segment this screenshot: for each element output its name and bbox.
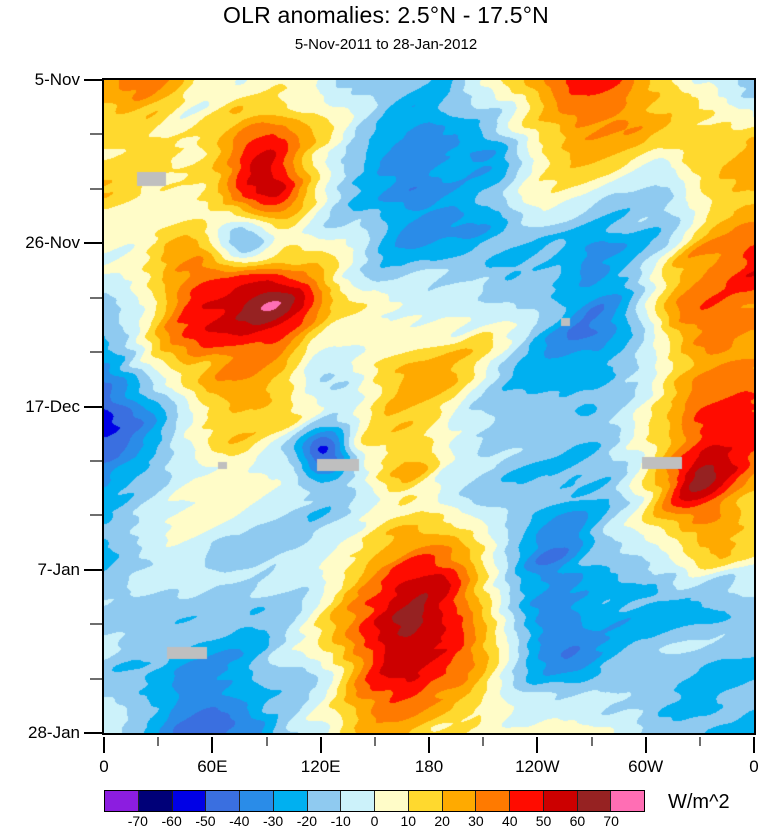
y-axis-tick-label: 5-Nov bbox=[34, 70, 80, 89]
y-tick-minor bbox=[90, 187, 102, 190]
colorbar-tick-label: 60 bbox=[569, 813, 586, 829]
colorbar-swatch[interactable] bbox=[408, 791, 443, 811]
colorbar-tick-label: 40 bbox=[501, 813, 518, 829]
x-tick-major bbox=[103, 737, 105, 753]
y-axis-tick-label: 28-Jan bbox=[28, 723, 80, 742]
x-axis-tick-label: 120E bbox=[300, 757, 341, 776]
colorbar-tick-labels: -70 -60 -50 -40 -30 -20 -10 0 10 20 30 40 50 60 70 bbox=[104, 812, 645, 832]
y-tick-minor bbox=[90, 296, 102, 299]
colorbar-swatch[interactable] bbox=[611, 791, 644, 811]
page-title: OLR anomalies: 2.5°N - 17.5°N bbox=[223, 2, 549, 28]
colorbar-swatch[interactable] bbox=[138, 791, 173, 811]
y-tick-major bbox=[84, 568, 102, 571]
colorbar-tick-label: 30 bbox=[468, 813, 484, 829]
colorbar-swatch[interactable] bbox=[273, 791, 308, 811]
colorbar-unit-label: W/m^2 bbox=[668, 791, 730, 813]
x-tick-minor bbox=[373, 737, 376, 746]
plot-area[interactable] bbox=[102, 78, 756, 735]
x-tick-major bbox=[211, 737, 214, 753]
x-tick-minor bbox=[590, 737, 593, 746]
colorbar-tick-label: -30 bbox=[262, 813, 284, 829]
colorbar-tick-label: -40 bbox=[229, 813, 250, 829]
colorbar[interactable]: -70 -60 -50 -40 -30 -20 -10 0 10 20 30 40 50 60 70 bbox=[104, 790, 645, 832]
colorbar-tick-label: -70 bbox=[127, 813, 148, 829]
x-tick-major bbox=[753, 737, 755, 753]
colorbar-tick-label: 0 bbox=[370, 813, 379, 829]
colorbar-swatch[interactable] bbox=[206, 791, 240, 811]
colorbar-swatch[interactable] bbox=[240, 791, 274, 811]
colorbar-swatch[interactable] bbox=[577, 791, 612, 811]
y-axis-tick-label: 26-Nov bbox=[25, 233, 80, 253]
y-tick-major bbox=[84, 405, 102, 408]
olr-anomaly-heatmap[interactable] bbox=[104, 80, 754, 733]
colorbar-tick-label: 10 bbox=[400, 813, 417, 829]
y-axis-tick-label: 7-Jan bbox=[37, 559, 80, 579]
colorbar-tick-label: -10 bbox=[330, 813, 351, 829]
x-axis-tick-label: 0 bbox=[749, 757, 759, 776]
x-tick-minor bbox=[482, 737, 485, 746]
y-tick-minor bbox=[90, 133, 102, 136]
y-tick-major bbox=[84, 732, 102, 734]
colorbar-swatches[interactable] bbox=[104, 790, 645, 812]
page-subtitle: 5-Nov-2011 to 28-Jan-2012 bbox=[294, 36, 478, 53]
x-axis-tick-label: 0 bbox=[99, 757, 109, 776]
colorbar-swatch[interactable] bbox=[476, 791, 510, 811]
y-tick-minor bbox=[90, 677, 102, 680]
colorbar-swatch[interactable] bbox=[307, 791, 342, 811]
x-axis-tick-label: 60W bbox=[628, 757, 664, 776]
y-tick-major bbox=[84, 79, 102, 81]
y-tick-minor bbox=[90, 351, 102, 354]
colorbar-tick-label: 50 bbox=[535, 813, 552, 829]
colorbar-swatch[interactable] bbox=[510, 791, 544, 811]
x-tick-major bbox=[319, 737, 322, 753]
colorbar-swatch[interactable] bbox=[543, 791, 578, 811]
x-tick-minor bbox=[265, 737, 268, 746]
colorbar-swatch[interactable] bbox=[442, 791, 477, 811]
y-axis-tick-label: 17-Dec bbox=[25, 396, 80, 416]
y-tick-major bbox=[84, 242, 102, 245]
x-axis-tick-label: 180 bbox=[414, 757, 444, 776]
colorbar-tick-label: -50 bbox=[195, 813, 216, 829]
y-tick-minor bbox=[90, 623, 102, 626]
y-tick-minor bbox=[90, 459, 102, 462]
x-tick-minor bbox=[157, 737, 160, 746]
x-tick-minor bbox=[698, 737, 701, 746]
colorbar-tick-label: 20 bbox=[434, 813, 450, 829]
colorbar-swatch[interactable] bbox=[105, 791, 139, 811]
colorbar-swatch[interactable] bbox=[375, 791, 409, 811]
x-tick-major bbox=[644, 737, 647, 753]
colorbar-swatch[interactable] bbox=[341, 791, 375, 811]
colorbar-tick-label: 70 bbox=[603, 813, 619, 829]
x-axis-tick-label: 60E bbox=[197, 757, 228, 776]
x-tick-major bbox=[428, 737, 430, 753]
x-tick-major bbox=[536, 737, 539, 753]
colorbar-swatch[interactable] bbox=[172, 791, 207, 811]
y-tick-minor bbox=[90, 514, 102, 517]
colorbar-tick-label: -20 bbox=[296, 813, 317, 829]
colorbar-tick-label: -60 bbox=[161, 813, 182, 829]
x-axis-tick-label: 120W bbox=[515, 757, 560, 776]
